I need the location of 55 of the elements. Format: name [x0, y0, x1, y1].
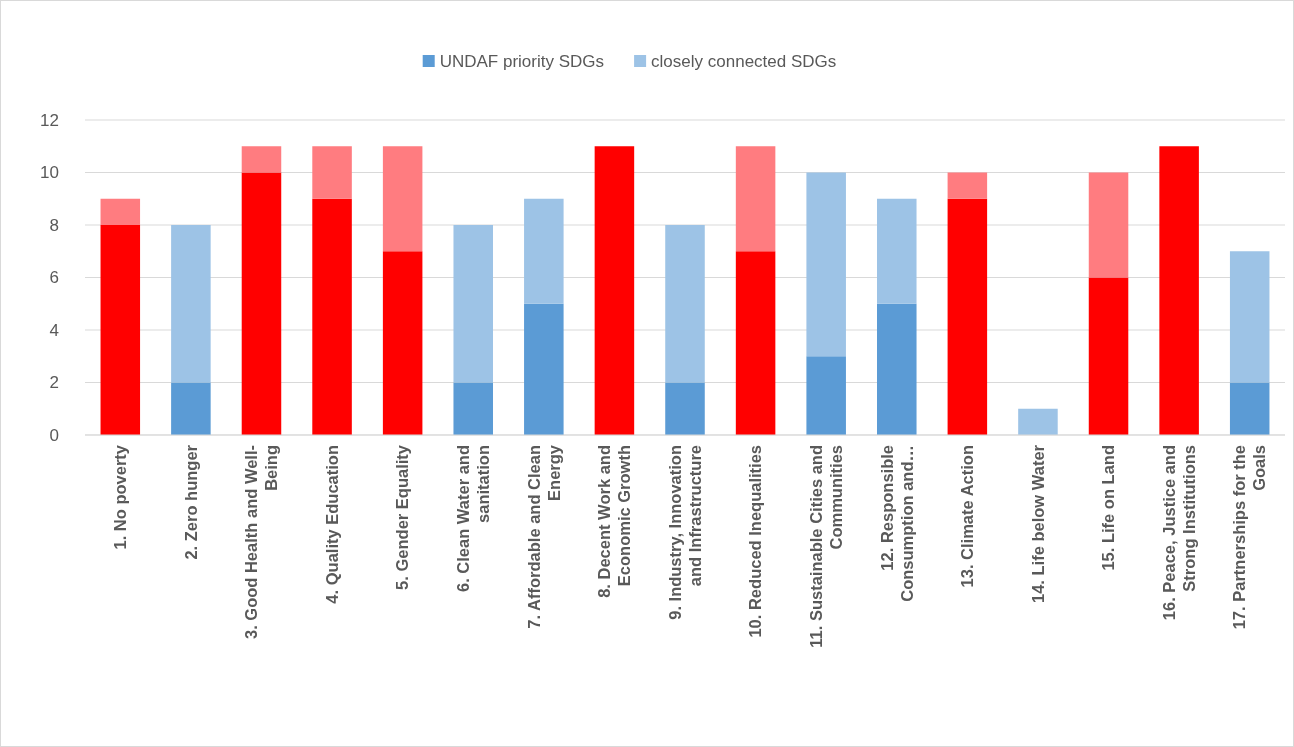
- x-tick-label: 6. Clean Water and sanitation: [454, 445, 493, 593]
- bar: [241, 172, 282, 435]
- bar: [665, 382, 705, 435]
- bar: [1018, 408, 1058, 435]
- bar: [947, 198, 988, 435]
- bar: [594, 146, 635, 435]
- legend-label: UNDAF priority SDGs: [439, 51, 605, 71]
- x-tick-label: 14. Life below Water: [1028, 444, 1047, 604]
- x-tick-label: 11. Sustainable Cities and Communities: [806, 445, 845, 648]
- bar: [806, 356, 846, 435]
- bar: [171, 225, 211, 383]
- x-tick-label: 1. No poverty: [111, 444, 130, 550]
- y-tick-label: 6: [49, 268, 59, 288]
- x-tick-label: 3. Good Health and Well-Being: [242, 445, 281, 640]
- bar: [665, 225, 705, 383]
- bar: [877, 198, 917, 304]
- x-tick-label: 15. Life on Land: [1099, 445, 1118, 571]
- bar: [382, 146, 423, 252]
- bar: [1229, 251, 1270, 383]
- bar: [806, 172, 846, 357]
- y-tick-label: 2: [49, 373, 59, 393]
- x-tick-label: 5. Gender Equality: [393, 444, 412, 590]
- x-tick-label: 2. Zero hunger: [181, 444, 200, 560]
- bar: [241, 146, 282, 173]
- x-tick-label: 10. Reduced Inequalities: [746, 445, 765, 638]
- bar: [735, 251, 776, 435]
- bar: [735, 146, 776, 252]
- bar: [312, 146, 352, 199]
- bar: [1229, 382, 1270, 435]
- x-tick-label: 13. Climate Action: [958, 445, 977, 588]
- bar: [524, 303, 564, 435]
- bar: [947, 172, 988, 199]
- bar: [524, 198, 564, 304]
- bar: [171, 382, 211, 435]
- y-tick-label: 10: [40, 163, 59, 183]
- bar: [312, 198, 352, 435]
- x-tick-label: 16. Peace, Justice and Strong Institutions: [1159, 445, 1198, 621]
- y-tick-label: 8: [49, 215, 59, 235]
- bar: [382, 251, 423, 435]
- bar: [453, 382, 493, 435]
- x-tick-label: 17. Partnerships for the Goals: [1230, 445, 1269, 630]
- bar: [877, 303, 917, 435]
- y-tick-label: 0: [49, 425, 59, 445]
- bar: [453, 225, 493, 383]
- bar: [1088, 277, 1129, 435]
- y-tick-label: 12: [40, 110, 59, 130]
- bar: [100, 198, 141, 225]
- legend-label: closely connected SDGs: [651, 51, 837, 71]
- x-tick-label: 9. Industry, Innovation and Infrastructure: [665, 445, 704, 620]
- bar: [1159, 146, 1199, 435]
- y-tick-label: 4: [49, 320, 59, 340]
- bar: [100, 225, 141, 435]
- x-tick-label: 12. Responsible Consumption and…: [877, 445, 916, 602]
- bar: [1088, 172, 1129, 278]
- x-tick-label: 4. Quality Education: [322, 445, 341, 604]
